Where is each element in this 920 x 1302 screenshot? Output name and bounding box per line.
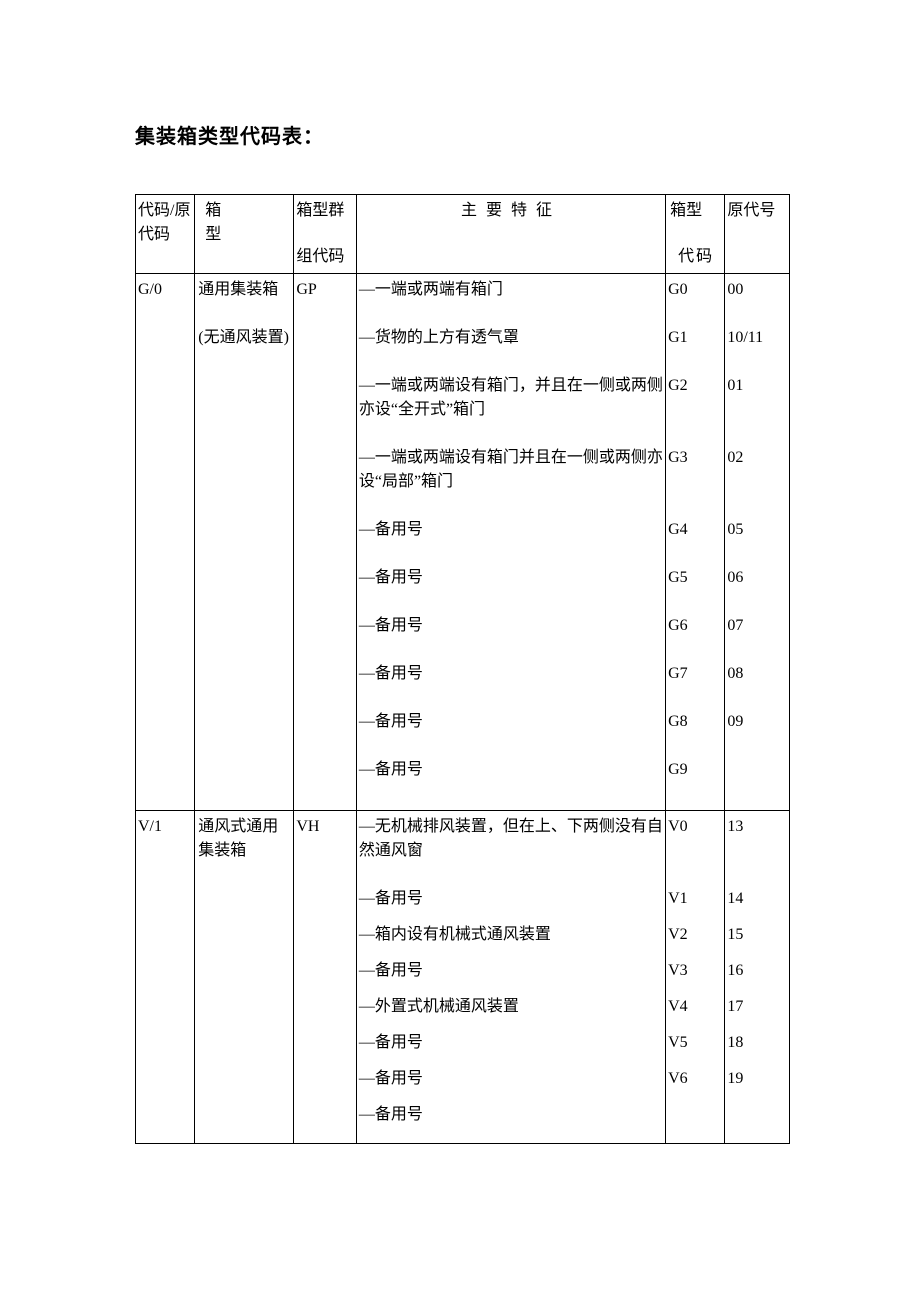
orig-item: 10/11 — [727, 326, 787, 350]
feature-item: —备用号 — [359, 959, 663, 983]
feature-item: —备用号 — [359, 614, 663, 638]
header-type: 箱型 — [195, 195, 294, 274]
cell-features-v1: —无机械排风装置，但在上、下两侧没有自然通风窗 —备用号 —箱内设有机械式通风装… — [356, 811, 665, 1144]
boxcode-item: G5 — [668, 566, 722, 590]
boxcode-item: V2 — [668, 923, 722, 947]
cell-boxcodes-v1: V0 V1 V2 V3 V4 V5 V6 — [666, 811, 725, 1144]
orig-item: 09 — [727, 710, 787, 734]
boxcode-item: V3 — [668, 959, 722, 983]
container-code-table: 代码/原代码 箱型 箱型群 组代码 主要特征 箱型 代码 原代号 G/0 通用集… — [135, 194, 790, 1144]
header-code: 代码/原代码 — [136, 195, 195, 274]
boxcode-item: G6 — [668, 614, 722, 638]
feature-item: —箱内设有机械式通风装置 — [359, 923, 663, 947]
header-group-line2: 组代码 — [296, 245, 353, 269]
header-boxcode-line1: 箱型 — [670, 199, 722, 223]
feature-item: —货物的上方有透气罩 — [359, 326, 663, 350]
cell-code-v1: V/1 — [136, 811, 195, 1144]
orig-item: 15 — [727, 923, 787, 947]
feature-item: —一端或两端有箱门 — [359, 278, 663, 302]
cell-group-v1: VH — [294, 811, 356, 1144]
cell-origs-g0: 00 10/11 01 02 05 06 07 08 09 — [725, 274, 790, 811]
feature-item: —备用号 — [359, 566, 663, 590]
type-line1: 通用集装箱 — [198, 278, 291, 302]
boxcode-item: V0 — [668, 815, 722, 839]
orig-item: 17 — [727, 995, 787, 1019]
orig-item: 07 — [727, 614, 787, 638]
orig-item: 08 — [727, 662, 787, 686]
cell-type-v1: 通风式通用集装箱 — [195, 811, 294, 1144]
cell-type-g0: 通用集装箱 (无通风装置) — [195, 274, 294, 811]
orig-item: 19 — [727, 1067, 787, 1091]
boxcode-item: G4 — [668, 518, 722, 542]
boxcode-item: G3 — [668, 446, 722, 470]
header-group: 箱型群 组代码 — [294, 195, 356, 274]
table-row-v1: V/1 通风式通用集装箱 VH —无机械排风装置，但在上、下两侧没有自然通风窗 … — [136, 811, 790, 1144]
boxcode-item: G8 — [668, 710, 722, 734]
orig-item: 16 — [727, 959, 787, 983]
boxcode-item: G1 — [668, 326, 722, 350]
boxcode-item: V1 — [668, 887, 722, 911]
document-title: 集装箱类型代码表： — [135, 120, 790, 149]
boxcode-item: V5 — [668, 1031, 722, 1055]
feature-item: —备用号 — [359, 710, 663, 734]
feature-item: —一端或两端设有箱门，并且在一侧或两侧亦设“全开式”箱门 — [359, 374, 663, 422]
orig-item: 00 — [727, 278, 787, 302]
feature-item: —备用号 — [359, 1103, 663, 1127]
type-line2: (无通风装置) — [198, 326, 291, 350]
header-orig: 原代号 — [725, 195, 790, 274]
cell-code-g0: G/0 — [136, 274, 195, 811]
orig-item: 05 — [727, 518, 787, 542]
header-feature: 主要特征 — [356, 195, 665, 274]
feature-item: —备用号 — [359, 887, 663, 911]
cell-features-g0: —一端或两端有箱门 —货物的上方有透气罩 —一端或两端设有箱门，并且在一侧或两侧… — [356, 274, 665, 811]
table-header-row: 代码/原代码 箱型 箱型群 组代码 主要特征 箱型 代码 原代号 — [136, 195, 790, 274]
table-row-g0: G/0 通用集装箱 (无通风装置) GP —一端或两端有箱门 —货物的上方有透气… — [136, 274, 790, 811]
boxcode-item: G0 — [668, 278, 722, 302]
header-boxcode: 箱型 代码 — [666, 195, 725, 274]
feature-item: —备用号 — [359, 1031, 663, 1055]
feature-item: —无机械排风装置，但在上、下两侧没有自然通风窗 — [359, 815, 663, 863]
orig-item: 02 — [727, 446, 787, 470]
boxcode-item: G9 — [668, 758, 722, 782]
boxcode-item: V4 — [668, 995, 722, 1019]
feature-item: —备用号 — [359, 1067, 663, 1091]
feature-item: —备用号 — [359, 662, 663, 686]
boxcode-item: G7 — [668, 662, 722, 686]
feature-item: —备用号 — [359, 758, 663, 782]
boxcode-item: V6 — [668, 1067, 722, 1091]
boxcode-item: G2 — [668, 374, 722, 398]
cell-boxcodes-g0: G0 G1 G2 G3 G4 G5 G6 G7 G8 G9 — [666, 274, 725, 811]
cell-group-g0: GP — [294, 274, 356, 811]
feature-item: —备用号 — [359, 518, 663, 542]
orig-item: 18 — [727, 1031, 787, 1055]
header-boxcode-line2: 代码 — [670, 245, 722, 269]
orig-item: 06 — [727, 566, 787, 590]
orig-item: 13 — [727, 815, 787, 839]
feature-item: —外置式机械通风装置 — [359, 995, 663, 1019]
cell-origs-v1: 13 14 15 16 17 18 19 — [725, 811, 790, 1144]
header-group-line1: 箱型群 — [296, 199, 353, 223]
orig-item: 01 — [727, 374, 787, 398]
orig-item: 14 — [727, 887, 787, 911]
feature-item: —一端或两端设有箱门并且在一侧或两侧亦设“局部”箱门 — [359, 446, 663, 494]
